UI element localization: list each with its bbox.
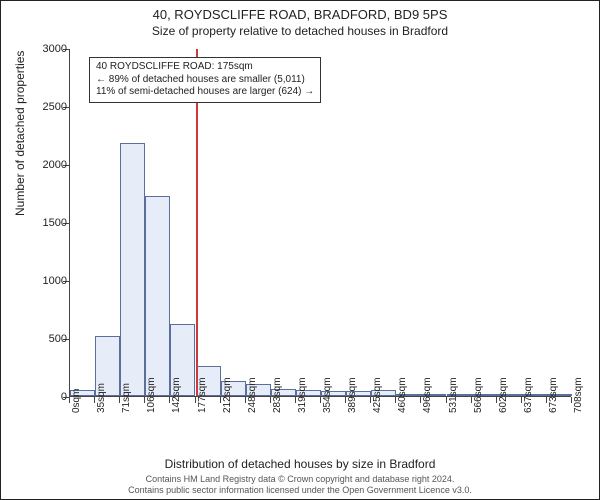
y-tick-label: 2500 <box>1 101 67 113</box>
x-tick-label: 708sqm <box>573 377 584 413</box>
x-tick-label: 212sqm <box>222 377 233 413</box>
x-tick-label: 566sqm <box>473 377 484 413</box>
x-tick-label: 602sqm <box>498 377 509 413</box>
x-tick <box>571 397 572 403</box>
x-tick <box>270 397 271 403</box>
y-tick-label: 1000 <box>1 275 67 287</box>
x-tick <box>521 397 522 403</box>
x-tick-label: 389sqm <box>347 377 358 413</box>
x-tick-label: 283sqm <box>272 377 283 413</box>
x-tick <box>345 397 346 403</box>
x-tick-label: 319sqm <box>297 377 308 413</box>
x-tick-label: 0sqm <box>71 389 82 413</box>
x-tick <box>471 397 472 403</box>
x-tick <box>320 397 321 403</box>
histogram-bar <box>145 196 170 396</box>
annotation-box: 40 ROYDSCLIFFE ROAD: 175sqm← 89% of deta… <box>89 57 321 103</box>
x-tick <box>220 397 221 403</box>
annotation-line: 40 ROYDSCLIFFE ROAD: 175sqm <box>96 61 314 74</box>
x-axis-label: Distribution of detached houses by size … <box>1 457 599 471</box>
x-tick-label: 177sqm <box>197 377 208 413</box>
x-tick <box>94 397 95 403</box>
x-tick-label: 496sqm <box>422 377 433 413</box>
x-tick <box>69 397 70 403</box>
x-tick <box>496 397 497 403</box>
x-tick-label: 106sqm <box>146 377 157 413</box>
annotation-line: 11% of semi-detached houses are larger (… <box>96 86 314 99</box>
y-axis-label: Number of detached properties <box>13 51 27 216</box>
x-tick-label: 673sqm <box>548 377 559 413</box>
x-tick-label: 142sqm <box>171 377 182 413</box>
annotation-line: ← 89% of detached houses are smaller (5,… <box>96 74 314 87</box>
y-tick-label: 1500 <box>1 217 67 229</box>
x-tick-label: 35sqm <box>96 383 107 413</box>
x-tick-label: 531sqm <box>448 377 459 413</box>
x-tick-label: 637sqm <box>523 377 534 413</box>
x-tick <box>295 397 296 403</box>
y-tick-label: 2000 <box>1 159 67 171</box>
x-tick-label: 460sqm <box>397 377 408 413</box>
footer-attribution: Contains HM Land Registry data © Crown c… <box>1 474 599 495</box>
y-tick-label: 0 <box>1 391 67 403</box>
x-tick-label: 354sqm <box>322 377 333 413</box>
chart-title-sub: Size of property relative to detached ho… <box>1 24 599 38</box>
x-tick-label: 71sqm <box>121 383 132 413</box>
x-tick <box>245 397 246 403</box>
histogram-bar <box>120 143 145 396</box>
y-tick-label: 500 <box>1 333 67 345</box>
x-tick-label: 248sqm <box>247 377 258 413</box>
x-tick <box>195 397 196 403</box>
x-tick <box>546 397 547 403</box>
y-tick-label: 3000 <box>1 43 67 55</box>
chart-title-main: 40, ROYDSCLIFFE ROAD, BRADFORD, BD9 5PS <box>1 7 599 22</box>
x-tick <box>446 397 447 403</box>
footer-line-1: Contains HM Land Registry data © Crown c… <box>1 474 599 484</box>
x-tick-label: 425sqm <box>372 377 383 413</box>
chart-container: 40, ROYDSCLIFFE ROAD, BRADFORD, BD9 5PS … <box>0 0 600 500</box>
footer-line-2: Contains public sector information licen… <box>1 485 599 495</box>
